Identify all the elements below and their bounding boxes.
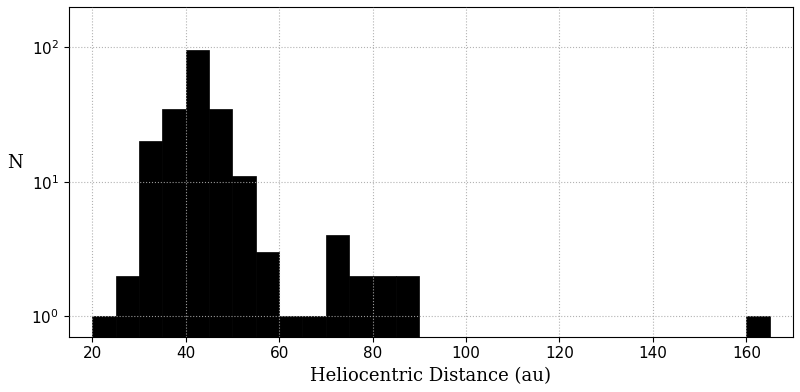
Bar bbox=[116, 276, 139, 392]
Y-axis label: N: N bbox=[7, 154, 22, 172]
Bar bbox=[92, 316, 116, 392]
Bar bbox=[350, 276, 373, 392]
X-axis label: Heliocentric Distance (au): Heliocentric Distance (au) bbox=[310, 367, 551, 385]
Bar bbox=[233, 176, 256, 392]
Bar bbox=[302, 316, 326, 392]
Bar bbox=[186, 50, 209, 392]
Bar bbox=[326, 235, 350, 392]
Bar bbox=[746, 316, 770, 392]
Bar bbox=[396, 276, 419, 392]
Bar bbox=[373, 276, 396, 392]
Bar bbox=[139, 141, 162, 392]
Bar bbox=[209, 109, 233, 392]
Bar bbox=[162, 109, 186, 392]
Bar bbox=[256, 252, 279, 392]
Bar bbox=[279, 316, 302, 392]
